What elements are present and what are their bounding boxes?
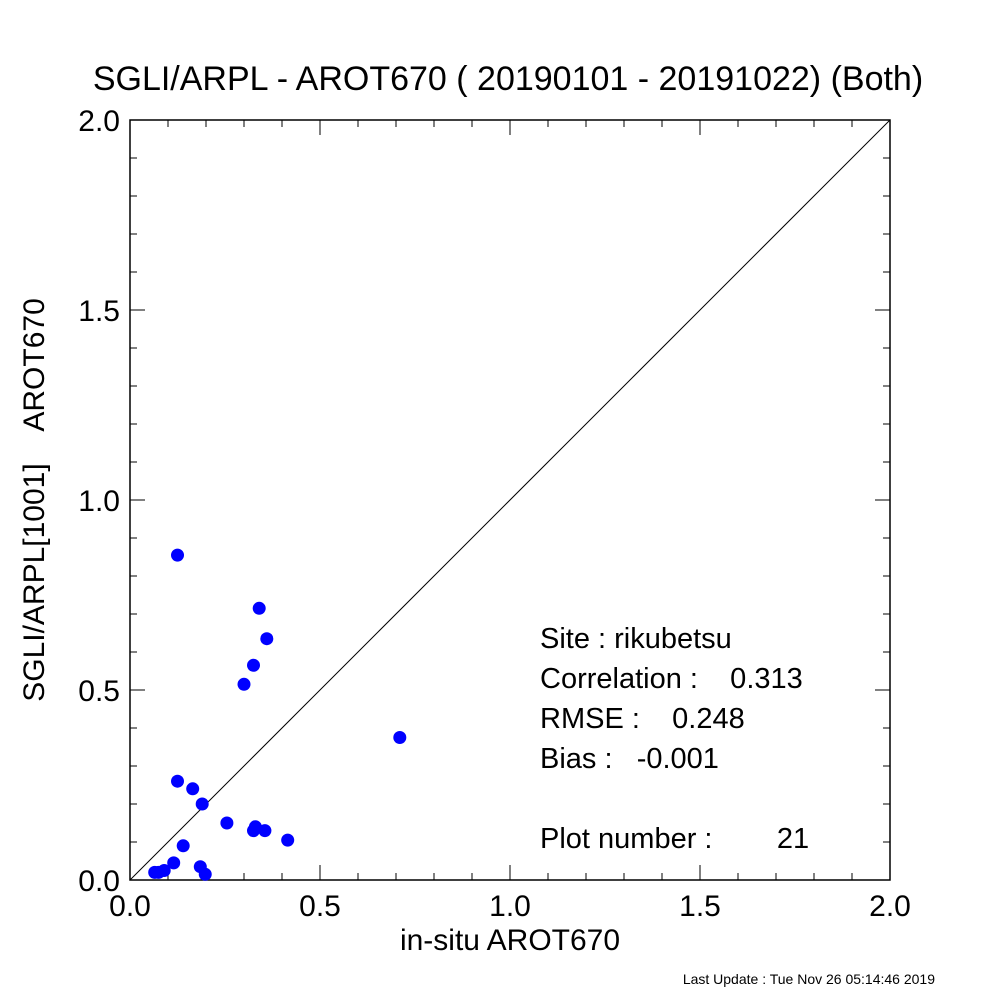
stat-site: Site : rikubetsu [540,623,732,655]
tick-labels: 0.0 0.5 1.0 1.5 2.0 0.0 0.5 1.0 1.5 2.0 [78,105,911,923]
stat-rmse: RMSE : 0.248 [540,703,745,735]
data-point [393,731,407,744]
data-point [198,867,212,881]
x-tick-label: 0.5 [299,890,341,923]
x-tick-label: 2.0 [869,890,911,923]
chart-title: SGLI/ARPL - AROT670 ( 20190101 - 2019102… [93,60,923,98]
data-points [148,548,407,881]
data-point [237,677,251,691]
data-point [247,658,260,672]
x-axis-label: in-situ AROT670 [400,924,620,957]
y-tick-label: 1.0 [78,485,120,518]
data-point [157,864,171,877]
x-tick-label: 0.0 [109,890,151,923]
y-axis-label: SGLI/ARPL[1001] AROT670 [18,298,51,702]
y-tick-label: 1.5 [78,295,120,328]
y-tick-label: 0.5 [78,675,120,708]
stat-bias: Bias : -0.001 [540,743,719,775]
data-point [258,824,272,838]
stat-correlation: Correlation : 0.313 [540,663,803,695]
data-point [186,782,200,796]
data-point [176,839,190,853]
data-point [167,856,181,870]
data-point [171,548,184,562]
stat-plot-number: Plot number : 21 [540,823,809,855]
y-tick-label: 2.0 [78,105,120,138]
data-point [220,816,234,830]
data-point [281,833,295,847]
data-point [252,601,266,615]
y-tick-label: 0.0 [78,865,120,898]
x-tick-label: 1.5 [679,890,721,923]
data-point [195,797,209,811]
last-update-text: Last Update : Tue Nov 26 05:14:46 2019 [683,971,935,987]
data-point [260,632,274,646]
one-to-one-line [129,119,891,881]
axis-ticks [129,119,891,881]
x-tick-label: 1.0 [489,890,531,923]
data-point [171,774,184,788]
